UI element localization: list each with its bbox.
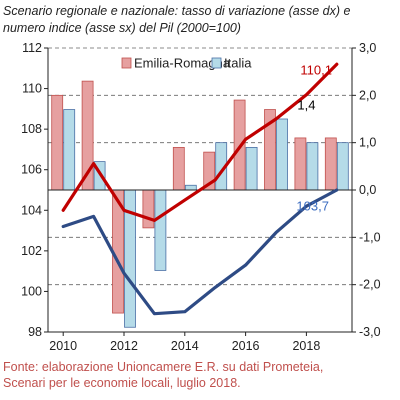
left-tick-label: 104 bbox=[21, 203, 42, 217]
left-tick-label: 112 bbox=[22, 41, 42, 55]
bar bbox=[184, 184, 197, 191]
annotation-label: 1,4 bbox=[297, 98, 315, 113]
right-tick-label: -2,0 bbox=[359, 278, 381, 292]
legend-swatch bbox=[211, 57, 222, 69]
chart-title-line: numero indice (asse sx) del Pil (2000=10… bbox=[3, 21, 241, 35]
bar bbox=[154, 189, 167, 271]
x-tick-label: 2014 bbox=[171, 339, 199, 353]
right-tick-label: -1,0 bbox=[359, 230, 381, 244]
bar bbox=[172, 146, 185, 191]
right-tick-label: 3,0 bbox=[359, 41, 376, 55]
bar bbox=[51, 94, 64, 191]
legend-label: Emilia-Romagna bbox=[134, 56, 231, 71]
source-line: Scenari per le economie locali, luglio 2… bbox=[3, 376, 241, 390]
legend-swatch bbox=[121, 57, 132, 69]
right-tick-label: 1,0 bbox=[359, 136, 376, 150]
bar bbox=[336, 142, 349, 191]
left-tick-label: 106 bbox=[21, 163, 42, 177]
bar bbox=[324, 137, 337, 191]
series-line bbox=[61, 62, 339, 222]
legend-label: Italia bbox=[224, 56, 252, 71]
bar bbox=[306, 142, 319, 191]
x-tick-label: 2018 bbox=[292, 339, 320, 353]
x-tick-label: 2010 bbox=[49, 339, 77, 353]
left-tick-label: 102 bbox=[21, 244, 42, 258]
lines-group bbox=[61, 62, 339, 316]
bar bbox=[245, 146, 258, 191]
left-tick-label: 98 bbox=[28, 325, 42, 339]
bar bbox=[276, 118, 288, 191]
source-note: Fonte: elaborazione Unioncamere E.R. su … bbox=[3, 359, 397, 391]
x-tick-label: 2016 bbox=[232, 339, 260, 353]
gdp-combo-chart: 98 100 102 104 106 108 110 112 -3,0 -2,0 -1,0 0,0 1,… bbox=[21, 41, 380, 353]
series-line bbox=[61, 188, 339, 316]
source-line: Fonte: elaborazione Unioncamere E.R. su … bbox=[3, 360, 324, 374]
right-tick-label: 0,0 bbox=[359, 183, 376, 197]
tick-labels-group: 98 100 102 104 106 108 110 112 -3,0 -2,0 -1,0 0,0 1,… bbox=[21, 41, 380, 353]
bar bbox=[142, 189, 155, 229]
annotation-label: 103,7 bbox=[296, 198, 329, 213]
chart-title: Scenario regionale e nazionale: tasso di… bbox=[3, 3, 397, 37]
right-tick-label: -3,0 bbox=[359, 325, 381, 339]
legend-entry: Italia bbox=[211, 56, 252, 71]
chart-title-line: Scenario regionale e nazionale: tasso di… bbox=[3, 4, 351, 18]
left-tick-label: 108 bbox=[21, 122, 42, 136]
x-tick-label: 2012 bbox=[110, 339, 138, 353]
right-tick-label: 2,0 bbox=[359, 88, 376, 102]
legend-entry: Emilia-Romagna bbox=[121, 56, 231, 71]
annotations-group: 110,1 1,4 103,7 bbox=[296, 63, 332, 214]
bar bbox=[294, 137, 307, 191]
bar bbox=[63, 109, 76, 191]
left-tick-label: 100 bbox=[21, 284, 42, 298]
annotation-label: 110,1 bbox=[300, 63, 332, 78]
left-tick-label: 110 bbox=[22, 82, 42, 96]
